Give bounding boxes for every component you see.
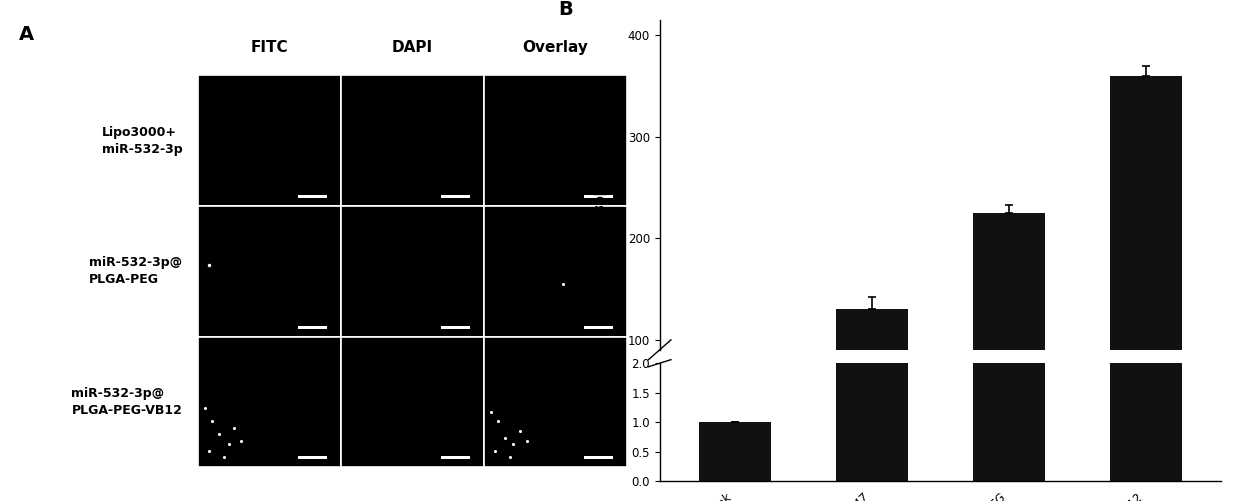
Bar: [584, 456, 613, 459]
Bar: [341, 206, 484, 337]
Bar: [484, 206, 627, 337]
Bar: [837, 309, 908, 441]
Text: DAPI: DAPI: [392, 40, 433, 55]
Bar: [973, 213, 1044, 441]
Bar: [197, 337, 341, 467]
Text: B: B: [559, 1, 573, 19]
Bar: [197, 75, 341, 206]
Bar: [1111, 76, 1182, 441]
Bar: [341, 337, 484, 467]
Bar: [699, 440, 771, 441]
Bar: [341, 75, 484, 206]
Bar: [973, 0, 1044, 481]
Text: Lipo3000+
miR-532-3p: Lipo3000+ miR-532-3p: [102, 126, 182, 156]
Bar: [699, 422, 771, 481]
Text: Overlay: Overlay: [522, 40, 589, 55]
Bar: [298, 195, 326, 198]
Bar: [484, 75, 627, 206]
Bar: [484, 337, 627, 467]
Bar: [298, 456, 326, 459]
Text: miR-532-3p@
PLGA-PEG: miR-532-3p@ PLGA-PEG: [89, 256, 182, 286]
Text: A: A: [19, 25, 33, 44]
Bar: [441, 326, 470, 329]
Bar: [837, 0, 908, 481]
Bar: [197, 206, 341, 337]
Bar: [584, 326, 613, 329]
Bar: [441, 195, 470, 198]
Text: FITC: FITC: [250, 40, 288, 55]
Bar: [298, 326, 326, 329]
Text: miR-532-3p的相对: miR-532-3p的相对: [593, 168, 608, 273]
Text: miR-532-3p@
PLGA-PEG-VB12: miR-532-3p@ PLGA-PEG-VB12: [72, 387, 182, 417]
Bar: [584, 195, 613, 198]
Bar: [441, 456, 470, 459]
Text: 表达水平: 表达水平: [593, 274, 608, 307]
Bar: [1111, 0, 1182, 481]
